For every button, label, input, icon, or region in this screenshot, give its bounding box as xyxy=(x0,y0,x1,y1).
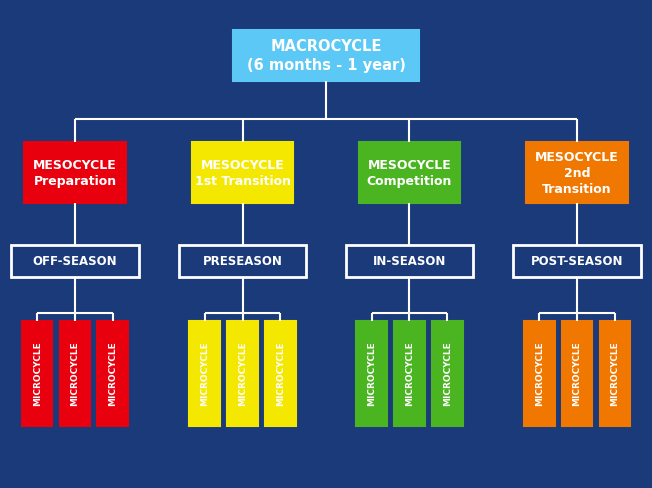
FancyBboxPatch shape xyxy=(346,245,473,277)
Text: MICROCYCLE: MICROCYCLE xyxy=(367,341,376,406)
FancyBboxPatch shape xyxy=(233,30,419,81)
Text: MICROCYCLE: MICROCYCLE xyxy=(276,341,285,406)
FancyBboxPatch shape xyxy=(527,142,628,204)
Text: MESOCYCLE
2nd
Transition: MESOCYCLE 2nd Transition xyxy=(535,151,619,196)
FancyBboxPatch shape xyxy=(227,321,258,426)
FancyBboxPatch shape xyxy=(189,321,220,426)
Text: MESOCYCLE
Competition: MESOCYCLE Competition xyxy=(367,159,452,188)
Text: MICROCYCLE: MICROCYCLE xyxy=(33,341,42,406)
Text: MICROCYCLE: MICROCYCLE xyxy=(610,341,619,406)
Text: MICROCYCLE: MICROCYCLE xyxy=(200,341,209,406)
Text: POST-SEASON: POST-SEASON xyxy=(531,255,623,267)
FancyBboxPatch shape xyxy=(22,321,52,426)
FancyBboxPatch shape xyxy=(192,142,293,204)
Text: MICROCYCLE: MICROCYCLE xyxy=(535,341,544,406)
FancyBboxPatch shape xyxy=(359,142,460,204)
Text: MACROCYCLE
(6 months - 1 year): MACROCYCLE (6 months - 1 year) xyxy=(246,40,406,73)
Text: MICROCYCLE: MICROCYCLE xyxy=(405,341,414,406)
Text: MICROCYCLE: MICROCYCLE xyxy=(238,341,247,406)
Text: MESOCYCLE
1st Transition: MESOCYCLE 1st Transition xyxy=(194,159,291,188)
Text: MICROCYCLE: MICROCYCLE xyxy=(443,341,452,406)
Text: PRESEASON: PRESEASON xyxy=(203,255,282,267)
Text: OFF-SEASON: OFF-SEASON xyxy=(33,255,117,267)
FancyBboxPatch shape xyxy=(98,321,128,426)
FancyBboxPatch shape xyxy=(394,321,425,426)
FancyBboxPatch shape xyxy=(265,321,295,426)
FancyBboxPatch shape xyxy=(356,321,387,426)
FancyBboxPatch shape xyxy=(25,142,125,204)
FancyBboxPatch shape xyxy=(60,321,90,426)
FancyBboxPatch shape xyxy=(179,245,306,277)
FancyBboxPatch shape xyxy=(600,321,630,426)
FancyBboxPatch shape xyxy=(524,321,555,426)
Text: MICROCYCLE: MICROCYCLE xyxy=(108,341,117,406)
FancyBboxPatch shape xyxy=(12,245,139,277)
FancyBboxPatch shape xyxy=(432,321,463,426)
FancyBboxPatch shape xyxy=(562,321,593,426)
Text: MICROCYCLE: MICROCYCLE xyxy=(572,341,582,406)
Text: MICROCYCLE: MICROCYCLE xyxy=(70,341,80,406)
Text: MESOCYCLE
Preparation: MESOCYCLE Preparation xyxy=(33,159,117,188)
Text: IN-SEASON: IN-SEASON xyxy=(373,255,446,267)
FancyBboxPatch shape xyxy=(513,245,640,277)
